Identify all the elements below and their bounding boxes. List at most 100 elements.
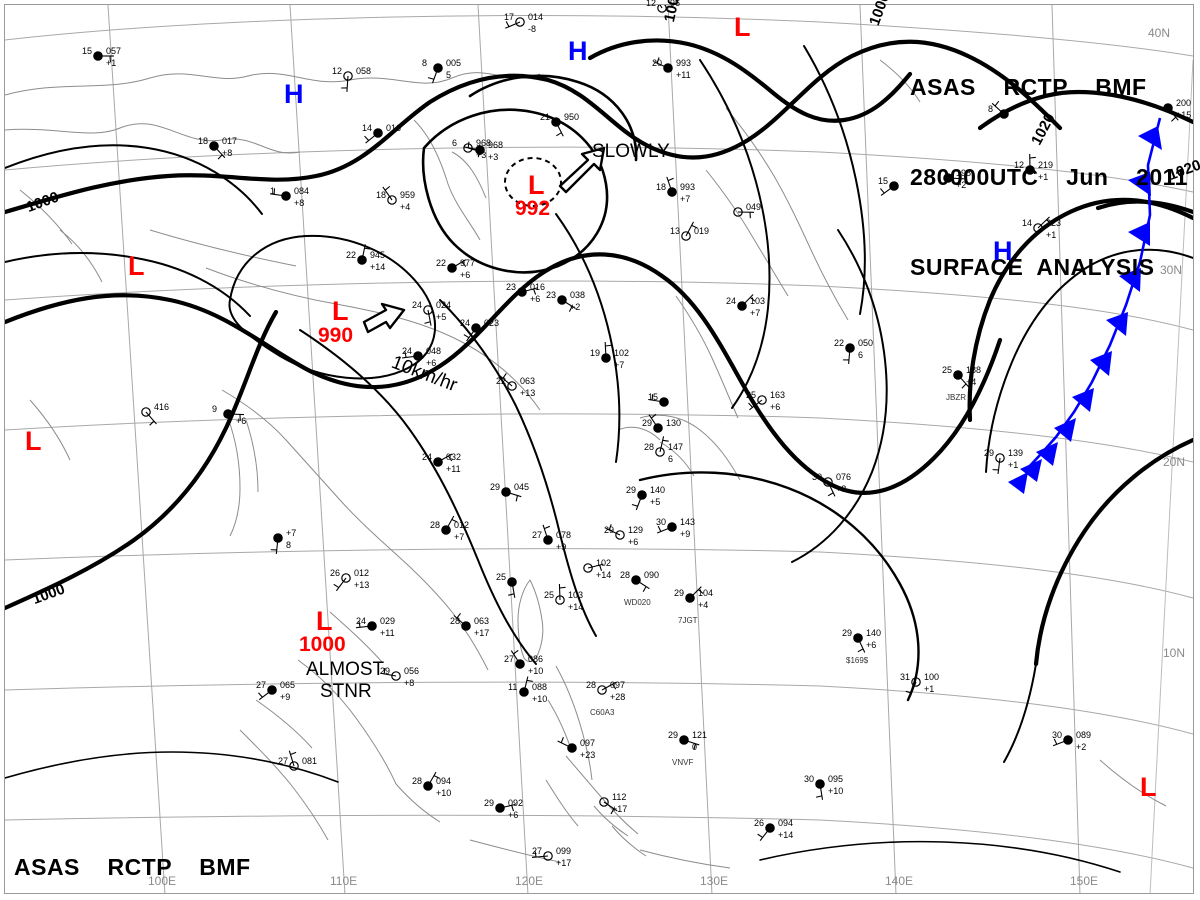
station-temperature: 23 xyxy=(506,282,517,292)
station-pressure-tendency: 8 xyxy=(286,540,292,550)
station-pressure: 038 xyxy=(570,290,586,300)
station-temperature: 18 xyxy=(198,136,209,146)
station-pressure-tendency: 0 xyxy=(692,742,698,752)
station-pressure-tendency: +3 xyxy=(488,152,499,162)
station-temperature: 15 xyxy=(878,176,889,186)
station-temperature: 11 xyxy=(508,682,518,692)
station-temperature: 25 xyxy=(746,390,757,400)
station-pressure-tendency: +6 xyxy=(460,270,471,280)
station-pressure: 089 xyxy=(1076,730,1092,740)
station-temperature: 30 xyxy=(1052,730,1063,740)
station-temperature: 27 xyxy=(278,756,289,766)
low-pressure-symbol: L xyxy=(316,606,333,636)
station-temperature: 25 xyxy=(544,590,555,600)
station-pressure-tendency: +13 xyxy=(354,580,370,590)
station-pressure: 968 xyxy=(476,138,492,148)
station-pressure: 097 xyxy=(580,738,596,748)
station-temperature: 23 xyxy=(546,290,557,300)
station-pressure-tendency: +8 xyxy=(294,198,305,208)
station-pressure: 959 xyxy=(400,190,416,200)
station-pressure-tendency: +13 xyxy=(520,388,536,398)
station-pressure: 219 xyxy=(1038,160,1054,170)
station-pressure: 045 xyxy=(514,482,530,492)
station-temperature: 19 xyxy=(590,348,601,358)
station-temperature: 21 xyxy=(540,112,551,122)
station-pressure: 050 xyxy=(858,338,874,348)
graticule-label: 20N xyxy=(1163,455,1186,469)
station-pressure-tendency: +17 xyxy=(556,858,572,868)
station-pressure: 086 xyxy=(528,654,544,664)
station-pressure-tendency: +7 xyxy=(680,194,691,204)
station-pressure: 014 xyxy=(528,12,544,22)
station-pressure: 977 xyxy=(460,258,476,268)
station-temperature: 30 xyxy=(804,774,815,784)
graticule-label: 110E xyxy=(330,874,358,888)
header-top-line2: 280000UTC Jun 2011 xyxy=(910,164,1188,190)
graticule-longitudes xyxy=(107,5,1193,893)
station-pressure-tendency: +8 xyxy=(404,678,415,688)
station-pressure-tendency: 6 xyxy=(668,454,674,464)
station-pressure: 092 xyxy=(508,798,524,808)
pressure-center-value: 990 xyxy=(318,324,354,347)
station-pressure-tendency: +14 xyxy=(778,830,794,840)
station-pressure-tendency: +2 xyxy=(570,302,581,312)
station-pressure: 019 xyxy=(694,226,710,236)
station-pressure: 103 xyxy=(750,296,766,306)
station-pressure-tendency: 5 xyxy=(446,70,452,80)
station-pressure: 094 xyxy=(436,776,452,786)
station-pressure-tendency: +7 xyxy=(454,532,465,542)
station-temperature: 24 xyxy=(460,318,471,328)
graticule-label: 40N xyxy=(1148,26,1171,40)
pressure-center-value: 992 xyxy=(515,197,551,220)
station-temperature: 18 xyxy=(376,190,387,200)
station-pressure: 950 xyxy=(564,112,580,122)
low-pressure-symbol: L xyxy=(25,426,42,456)
station-pressure-tendency: +23 xyxy=(580,750,596,760)
station-temperature: 20 xyxy=(652,58,663,68)
station-pressure: 099 xyxy=(556,846,572,856)
station-temperature: 27 xyxy=(504,654,515,664)
station-pressure: 029 xyxy=(380,616,396,626)
motion-arrow-slowly xyxy=(558,146,606,194)
station-pressure: 139 xyxy=(1008,448,1024,458)
station-pressure: 081 xyxy=(302,756,318,766)
station-pressure: 023 xyxy=(484,318,500,328)
station-temperature: 29 xyxy=(604,525,615,535)
station-temperature: 18 xyxy=(656,182,667,192)
station-temperature: 29 xyxy=(626,485,637,495)
header-top-line1: ASAS RCTP BMF xyxy=(910,74,1147,100)
cold-front xyxy=(1008,117,1162,494)
graticule-label: 140E xyxy=(885,874,914,888)
station-temperature: 12 xyxy=(332,66,343,76)
station-pressure-tendency: +14 xyxy=(370,262,386,272)
station-pressure: 140 xyxy=(866,628,882,638)
station-pressure-tendency: +9 xyxy=(680,529,691,539)
station-pressure: 063 xyxy=(474,616,490,626)
station-pressure-tendency: +17 xyxy=(612,804,628,814)
station-pressure-tendency: +1 xyxy=(1038,172,1049,182)
station-pressure-tendency: +6 xyxy=(628,537,639,547)
station-pressure-tendency: +3 xyxy=(476,150,487,160)
station-temperature: 24 xyxy=(412,300,423,310)
station-pressure-tendency: +7 xyxy=(750,308,761,318)
station-pressure-tendency: +5 xyxy=(650,497,661,507)
station-pressure: 945 xyxy=(370,250,386,260)
station-pressure: 057 xyxy=(106,46,122,56)
station-pressure-tendency: +14 xyxy=(596,570,612,580)
station-pressure: 968 xyxy=(488,140,504,150)
station-temperature: 12 xyxy=(1014,160,1025,170)
header-bottom-line1: ASAS RCTP BMF xyxy=(14,854,251,880)
station-pressure-tendency: +28 xyxy=(610,692,626,702)
station-pressure: 056 xyxy=(404,666,420,676)
station-temperature: 24 xyxy=(356,616,367,626)
station-temperature: 15 xyxy=(648,392,659,402)
station-pressure: 993 xyxy=(680,182,696,192)
station-temperature: 31 xyxy=(900,672,911,682)
station-pressure: 121 xyxy=(692,730,708,740)
graticule-latitudes xyxy=(5,15,1193,869)
station-temperature: 26 xyxy=(754,818,765,828)
station-pressure-tendency: +9 xyxy=(280,692,291,702)
high-pressure-symbol: H xyxy=(993,236,1013,266)
